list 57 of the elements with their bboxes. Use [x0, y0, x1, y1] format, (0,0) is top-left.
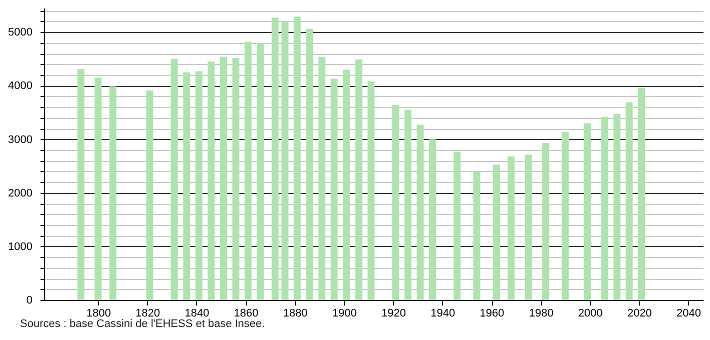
bar [109, 86, 116, 300]
bar [368, 81, 375, 300]
bar [342, 70, 350, 300]
bar [208, 62, 215, 300]
bar [626, 102, 633, 300]
bar [404, 110, 412, 300]
x-tick-label: 1900 [332, 308, 357, 320]
y-tick-label: 4000 [8, 80, 32, 92]
x-tick-label: 1800 [86, 308, 111, 320]
bar [183, 72, 190, 300]
bar [244, 42, 252, 300]
bar [306, 28, 314, 300]
bar [392, 104, 400, 300]
bar [232, 58, 240, 300]
source-note: Sources : base Cassini de l'EHESS et base Insee. [20, 318, 265, 330]
bar [355, 59, 362, 300]
bar [584, 123, 591, 300]
x-tick-label: 1940 [430, 308, 456, 320]
bar [508, 156, 515, 300]
bar [638, 88, 646, 300]
bar [613, 114, 620, 300]
x-tick-label: 2000 [578, 308, 603, 320]
x-tick-label: 1980 [528, 308, 554, 320]
bar [524, 154, 532, 300]
bar [330, 78, 338, 300]
bar [318, 56, 326, 300]
bar [542, 143, 550, 300]
x-tick-label: 1960 [480, 308, 504, 320]
bar [256, 42, 264, 300]
bar [146, 90, 154, 300]
bar [272, 18, 279, 300]
x-tick-label: 1920 [381, 308, 406, 320]
bar [195, 71, 202, 300]
bar [170, 58, 178, 300]
bar [281, 22, 288, 300]
bar [454, 152, 461, 300]
bar [294, 16, 301, 300]
bar [601, 116, 608, 300]
bar [220, 56, 228, 300]
y-tick-label: 3000 [8, 134, 32, 146]
bar [473, 171, 480, 300]
bar [429, 139, 436, 300]
x-tick-label: 1880 [283, 308, 308, 320]
x-tick-label: 1860 [234, 308, 258, 320]
bar [416, 124, 424, 300]
bar [94, 78, 102, 300]
x-tick-label: 2040 [676, 308, 701, 320]
bar [562, 132, 569, 300]
x-tick-label: 2020 [627, 308, 652, 320]
y-tick-label: 0 [26, 294, 32, 306]
bar [77, 69, 84, 300]
x-tick-label: 1840 [184, 308, 210, 320]
y-tick-label: 2000 [8, 187, 32, 200]
y-tick-label: 5000 [8, 26, 32, 39]
bar [492, 164, 500, 300]
x-tick-label: 1820 [136, 308, 160, 320]
y-tick-label: 1000 [8, 240, 32, 253]
